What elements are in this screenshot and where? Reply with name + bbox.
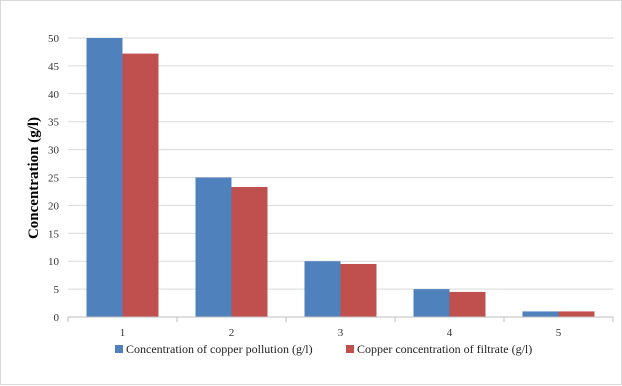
legend: Concentration of copper pollution (g/l) C… <box>115 342 532 356</box>
y-tick-label: 0 <box>54 312 60 324</box>
y-tick-label: 15 <box>48 228 60 240</box>
bar-filtrate-3 <box>340 263 377 317</box>
y-tick-label: 50 <box>48 33 60 45</box>
legend-label: Copper concentration of filtrate (g/l) <box>357 342 532 356</box>
bar-pollution-3 <box>304 261 341 317</box>
bar-pollution-5 <box>522 311 559 317</box>
x-tick-label: 2 <box>229 327 235 339</box>
x-tick-label: 3 <box>338 327 344 339</box>
x-tick-label: 5 <box>556 327 562 339</box>
y-axis-ticks: 0 5 10 15 20 25 30 35 40 45 50 <box>48 33 60 324</box>
bar-filtrate-1 <box>122 53 159 318</box>
x-tick-label: 4 <box>447 327 453 339</box>
x-axis-ticks: 1 2 3 4 5 <box>67 317 614 339</box>
legend-swatch <box>115 345 123 353</box>
bar-filtrate-5 <box>558 311 595 317</box>
bar-pollution-1 <box>86 38 123 317</box>
y-tick-label: 35 <box>48 117 60 129</box>
y-tick-label: 30 <box>48 145 60 157</box>
y-axis-label: Concentration (g/l) <box>26 117 42 239</box>
y-tick-label: 20 <box>48 200 60 212</box>
y-tick-label: 45 <box>48 61 60 73</box>
bar-pollution-4 <box>413 289 450 317</box>
y-tick-label: 25 <box>48 173 60 185</box>
y-tick-label: 10 <box>48 256 60 268</box>
legend-swatch <box>346 345 354 353</box>
bar-filtrate-2 <box>231 186 268 317</box>
bar-filtrate-4 <box>449 291 486 317</box>
y-tick-label: 5 <box>54 284 60 296</box>
y-tick-label: 40 <box>48 89 60 101</box>
x-tick-label: 1 <box>120 327 126 339</box>
legend-label: Concentration of copper pollution (g/l) <box>126 342 313 356</box>
bar-pollution-2 <box>195 177 232 317</box>
bars <box>86 38 595 318</box>
gridlines <box>68 37 613 290</box>
